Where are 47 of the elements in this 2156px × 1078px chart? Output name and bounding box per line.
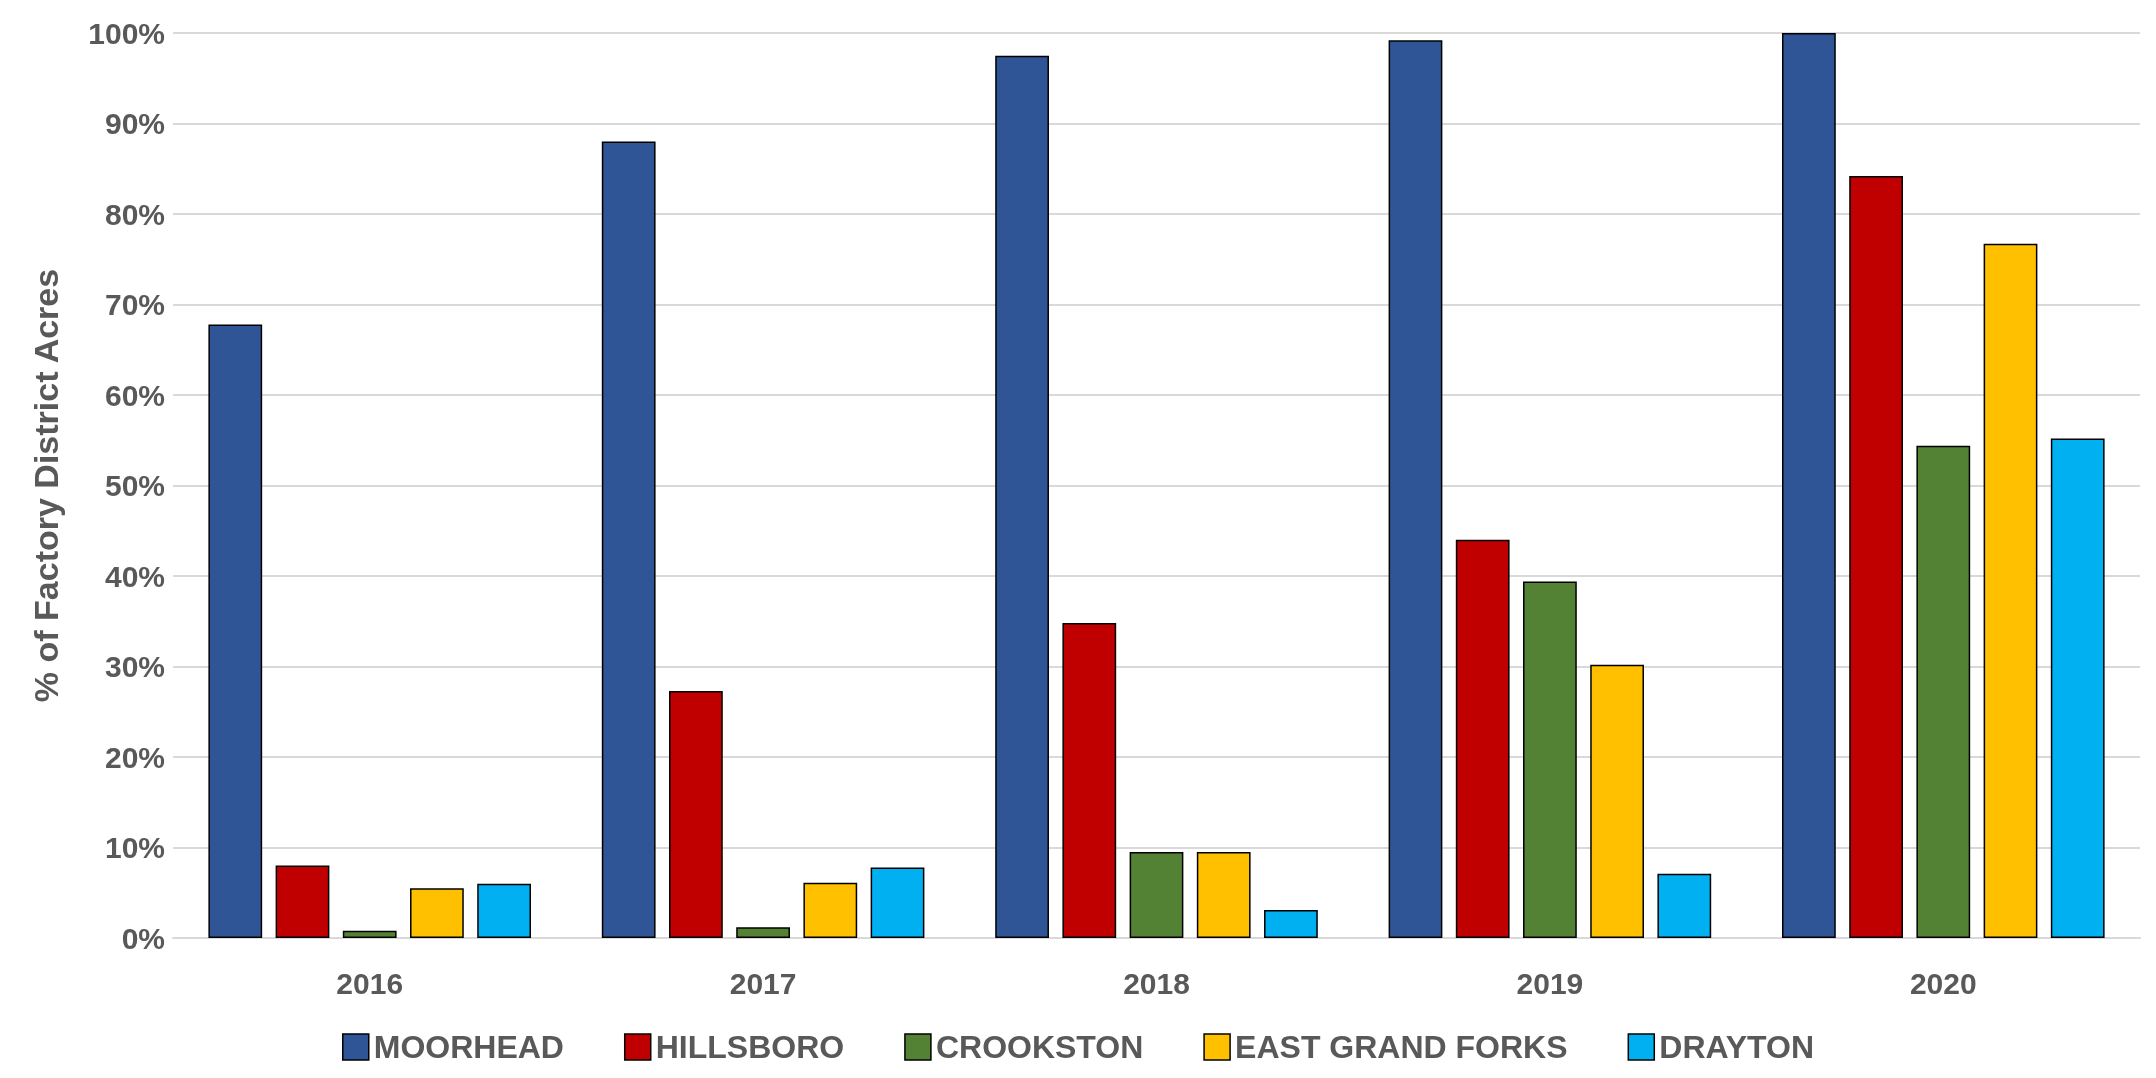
legend-label: CROOKSTON	[935, 1029, 1144, 1065]
y-tick-label: 60%	[104, 378, 165, 412]
bar	[1782, 33, 1836, 938]
legend-label: HILLSBORO	[655, 1029, 845, 1065]
bar	[410, 888, 464, 938]
bar	[275, 865, 330, 938]
bar	[995, 55, 1049, 938]
y-tick-label: 70%	[104, 288, 165, 321]
bar	[477, 883, 531, 938]
bar	[1657, 873, 1712, 938]
y-tick-label: 0%	[121, 921, 165, 955]
x-tick-label: 2017	[729, 966, 797, 1000]
bar	[1062, 623, 1117, 938]
y-tick-label: 90%	[104, 107, 165, 140]
legend-label: EAST GRAND FORKS	[1235, 1029, 1568, 1065]
bar	[1590, 664, 1644, 938]
legend-label: MOORHEAD	[373, 1029, 564, 1065]
y-tick-label: 80%	[104, 197, 165, 231]
bar	[1523, 581, 1577, 938]
x-tick-label: 2019	[1516, 966, 1584, 1000]
bar	[736, 927, 790, 938]
x-tick-label: 2016	[336, 966, 404, 1000]
y-tick-label: 50%	[104, 469, 165, 502]
bar	[1388, 40, 1443, 938]
bar	[870, 867, 925, 938]
bar	[669, 690, 723, 938]
bar	[1455, 539, 1510, 938]
bar	[1129, 852, 1184, 938]
bar	[1264, 909, 1318, 938]
bar	[1849, 175, 1903, 938]
x-tick-label: 2020	[1909, 966, 1977, 1000]
bar	[803, 882, 858, 938]
legend-label: DRAYTON	[1659, 1029, 1814, 1065]
bar	[208, 324, 263, 938]
y-tick-label: 10%	[104, 831, 165, 864]
bar	[1196, 852, 1251, 938]
bar	[1916, 445, 1971, 938]
y-tick-label: 40%	[104, 559, 165, 593]
bar	[342, 930, 397, 938]
bar	[601, 141, 656, 938]
y-tick-label: 100%	[88, 16, 165, 50]
y-axis-title: % of Factory District Acres	[27, 268, 65, 703]
y-tick-label: 20%	[104, 740, 165, 774]
x-tick-label: 2018	[1123, 966, 1190, 1000]
bar	[1983, 243, 2038, 938]
bar	[2050, 438, 2105, 938]
y-tick-label: 30%	[104, 650, 165, 683]
